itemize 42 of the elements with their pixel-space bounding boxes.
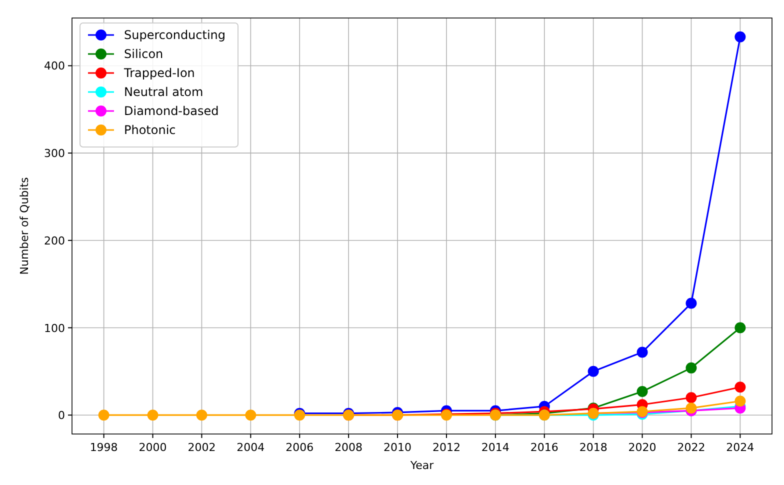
point	[636, 346, 648, 358]
x-tick-label: 2016	[530, 441, 558, 454]
point	[686, 362, 697, 374]
point	[734, 382, 746, 393]
x-tick-label: 2018	[579, 441, 608, 454]
point	[734, 396, 746, 407]
x-tick-label: 2006	[286, 441, 314, 454]
point	[98, 410, 110, 421]
y-axis-title: Number of Qubits	[18, 176, 31, 275]
x-tick-label: 2010	[384, 441, 412, 454]
legend-label: Superconducting	[124, 28, 226, 42]
point	[147, 410, 158, 421]
x-tick-label: 2020	[628, 441, 656, 454]
x-tick-label: 2008	[334, 441, 363, 454]
point	[588, 366, 599, 377]
x-tick-label: 2002	[188, 441, 216, 454]
y-tick-label: 100	[44, 322, 65, 335]
legend-label: Trapped-Ion	[123, 66, 195, 80]
y-tick-label: 300	[44, 147, 65, 160]
point	[636, 386, 648, 397]
legend-label: Diamond-based	[124, 104, 219, 118]
y-tick-label: 200	[44, 234, 65, 248]
x-tick-label: 1998	[90, 441, 118, 454]
y-tick-label: 400	[44, 60, 65, 73]
point	[245, 410, 256, 421]
y-tick-label: 0	[58, 409, 65, 422]
point	[686, 402, 697, 414]
legend-label: Neutral atom	[124, 85, 204, 99]
legend-label: Silicon	[124, 47, 164, 61]
x-tick-label: 2024	[726, 441, 754, 454]
x-axis-title: Year	[409, 459, 434, 472]
point	[686, 392, 697, 404]
x-tick-label: 2022	[677, 441, 706, 454]
x-tick-label: 2012	[432, 441, 460, 454]
point	[196, 410, 208, 421]
x-tick-label: 2014	[481, 441, 510, 454]
x-tick-label: 2000	[138, 441, 167, 454]
legend-label: Photonic	[124, 123, 176, 137]
point	[686, 298, 697, 309]
point	[734, 31, 746, 42]
point	[734, 322, 746, 334]
x-tick-label: 2004	[236, 441, 265, 454]
